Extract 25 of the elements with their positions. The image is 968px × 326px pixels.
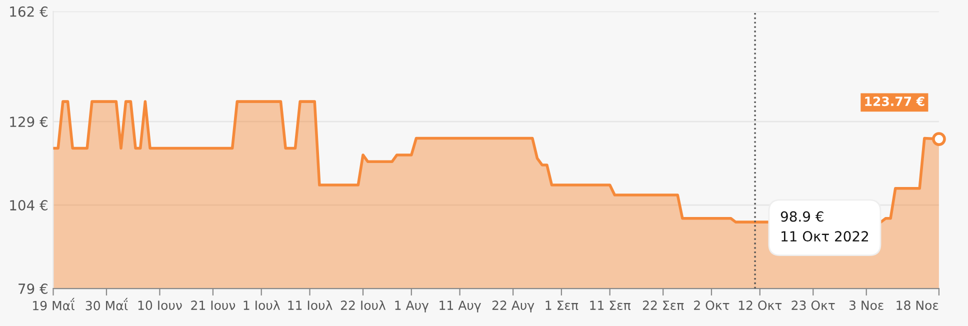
x-tick-label: 10 Ιουν [138, 300, 182, 310]
annotation: 123.77 € [865, 96, 924, 106]
annotation: 11 Οκτ 2022 [782, 231, 868, 242]
y-tick-label: 129 € [10, 116, 48, 128]
x-tick-label: 21 Ιουν [191, 300, 236, 310]
x-tick-label: 1 Σεπ [546, 300, 578, 310]
x-tick-label: 11 Αυγ [440, 300, 481, 312]
x-tick-label: 23 Οκτ [792, 300, 835, 310]
y-tick-label: 104 € [10, 200, 48, 211]
y-tick-label: 162 € [10, 6, 48, 17]
x-tick-label: 11 Ιουλ [288, 300, 332, 310]
annotation: 98.9 € [780, 211, 824, 222]
x-tick-label: 22 Αυγ [492, 300, 534, 312]
x-tick-label: 19 Μαΐ [33, 298, 74, 310]
x-tick-label: 11 Σεπ [590, 300, 631, 310]
x-tick-label: 2 Οκτ [694, 300, 730, 310]
y-tick-label: 79 € [18, 283, 48, 294]
x-tick-label: 22 Σεπ [642, 300, 684, 310]
x-tick-label: 30 Μαΐ [86, 298, 128, 310]
x-tick-label: 1 Αυγ [395, 300, 429, 312]
x-tick-label: 18 Νοε [896, 300, 938, 310]
x-tick-label: 12 Οκτ [738, 300, 782, 310]
x-tick-label: 1 Ιουλ [244, 300, 280, 310]
x-tick-label: 3 Νοε [849, 300, 884, 310]
x-tick-label: 22 Ιουλ [340, 300, 386, 310]
